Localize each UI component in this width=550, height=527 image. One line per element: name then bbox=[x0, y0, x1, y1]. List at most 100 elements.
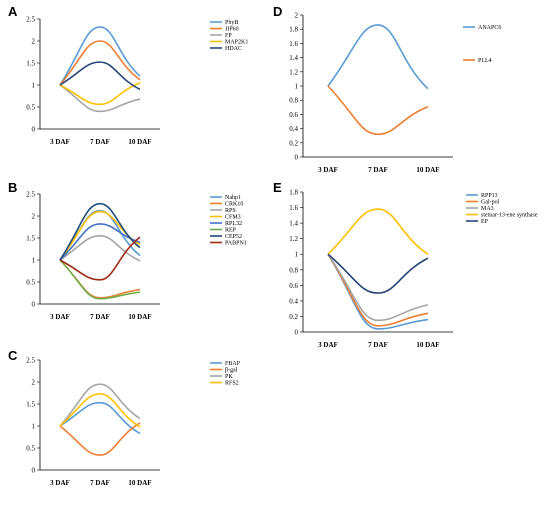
panel-B-legend-label-4: RPL32 bbox=[225, 221, 242, 227]
panel-A-y-tick-label: 2.5 bbox=[26, 16, 35, 24]
panel-D-y-tick-label: 0 bbox=[295, 154, 299, 162]
panel-C-y-tick-label: 2.5 bbox=[26, 357, 35, 365]
panel-A-y-tick-label: 2 bbox=[32, 38, 36, 46]
panel-A-series-line-4 bbox=[59, 61, 141, 91]
panel-D-y-tick-label: 1.6 bbox=[289, 40, 298, 48]
panel-C-letter: C bbox=[8, 348, 18, 363]
panel-B-legend-label-2: RPS bbox=[225, 208, 236, 214]
panel-E-y-tick-label: 1.6 bbox=[289, 204, 298, 212]
panel-E-legend-label-2: MA3 bbox=[481, 206, 494, 212]
panel-B-legend-label-6: CEP52 bbox=[225, 234, 242, 240]
panel-E-letter: E bbox=[273, 180, 282, 195]
panel-B-y-tick-label: 0 bbox=[32, 301, 36, 309]
panel-B: B00.511.522.53 DAF 7 DAF 10 DAFNahp1CRK10R… bbox=[8, 180, 247, 321]
panel-B-y-tick-label: 2.5 bbox=[26, 191, 35, 199]
panel-E-y-tick-label: 1 bbox=[295, 251, 299, 259]
panel-C-series-line-0 bbox=[59, 401, 141, 435]
panel-B-y-tick-label: 1.5 bbox=[26, 235, 35, 243]
panel-D-x-tick-label: 7 DAF bbox=[368, 166, 388, 174]
panel-D-y-tick-label: 0.8 bbox=[289, 97, 298, 105]
panel-E-legend-label-3: stemar-13-ene synthase bbox=[481, 213, 538, 219]
panel-E-legend-label-1: Gal-pol bbox=[481, 200, 500, 206]
panel-C-legend-label-1: β-gal bbox=[225, 368, 238, 374]
panel-A-y-tick-label: 0.5 bbox=[26, 104, 35, 112]
panel-B-letter: B bbox=[8, 180, 17, 195]
panel-A-y-tick-label: 1 bbox=[32, 82, 36, 90]
panel-D-y-tick-label: 2 bbox=[295, 12, 299, 20]
panel-A-letter: A bbox=[8, 4, 18, 19]
panel-C-y-tick-label: 0.5 bbox=[26, 445, 35, 453]
panel-D-series-line-0 bbox=[327, 24, 429, 90]
panel-D-letter: D bbox=[273, 4, 282, 19]
panel-E-y-tick-label: 0.8 bbox=[289, 266, 298, 274]
panel-B-series-line-6 bbox=[59, 202, 141, 261]
panel-D-series-line-1 bbox=[327, 85, 429, 136]
panel-B-legend-label-5: REP bbox=[225, 228, 237, 234]
panel-C-x-tick-label: 3 DAF bbox=[50, 479, 70, 487]
panel-B-y-tick-label: 0.5 bbox=[26, 279, 35, 287]
panel-C: C 0 0.5 1 1.5 2 2.5 3 DAF 7 DAF 10 DAF FBAPβ-galPK… bbox=[8, 348, 241, 487]
panel-C-series-line-3 bbox=[59, 393, 141, 428]
panel-A-legend-label-0: PhyB bbox=[225, 20, 238, 26]
panel-A-y-tick-label: 0 bbox=[32, 126, 36, 134]
panel-D-y-tick-label: 1.4 bbox=[289, 54, 298, 62]
panel-A-x-tick-label: 7 DAF bbox=[90, 138, 110, 146]
panel-C-y-tick-label: 1.5 bbox=[26, 401, 35, 409]
panel-E-y-tick-label: 1.4 bbox=[289, 220, 298, 228]
panel-E-y-tick-label: 0.4 bbox=[289, 297, 298, 305]
panel-E-x-tick-label: 7 DAF bbox=[368, 341, 388, 349]
panel-E-y-tick-label: 0.6 bbox=[289, 282, 298, 290]
panel-E-series-line-2 bbox=[327, 253, 429, 322]
panel-A-legend-label-1: JIP60 bbox=[225, 27, 239, 33]
panel-C-legend-label-2: PK bbox=[225, 374, 233, 380]
panel-E-y-tick-label: 1.8 bbox=[289, 189, 298, 197]
panel-E-y-tick-label: 0 bbox=[295, 329, 299, 337]
panel-B-y-tick-label: 1 bbox=[32, 257, 36, 265]
panel-A-series-line-3 bbox=[59, 82, 141, 106]
panel-A-x-tick-label: 3 DAF bbox=[50, 138, 70, 146]
panel-D-y-tick-label: 0.2 bbox=[289, 139, 298, 147]
panel-D-x-tick-label: 10 DAF bbox=[416, 166, 439, 174]
panel-E-x-tick-label: 3 DAF bbox=[318, 341, 338, 349]
panel-D-y-tick-label: 1.8 bbox=[289, 26, 298, 34]
panel-C-x-tick-label: 10 DAF bbox=[128, 479, 151, 487]
panel-D-y-tick-label: 0.4 bbox=[289, 125, 298, 133]
panel-B-series-line-5 bbox=[59, 259, 141, 300]
panel-E-y-tick-label: 1.2 bbox=[289, 235, 298, 243]
panel-C-legend-label-3: RFS2 bbox=[225, 381, 239, 387]
panel-A-x-tick-label: 10 DAF bbox=[128, 138, 151, 146]
panel-B-series-line-2 bbox=[59, 234, 141, 262]
panel-C-y-tick-label: 0 bbox=[32, 467, 36, 475]
panel-E-series-line-1 bbox=[327, 253, 429, 327]
panel-C-series-line-2 bbox=[59, 383, 141, 427]
panel-D-y-tick-label: 1 bbox=[295, 83, 299, 91]
panel-E-legend-label-4: EP bbox=[481, 219, 489, 225]
panel-C-series-line-1 bbox=[59, 422, 141, 456]
panel-D-x-tick-label: 3 DAF bbox=[318, 166, 338, 174]
panel-B-series-line-1 bbox=[59, 259, 141, 299]
panel-B-legend-label-3: CFM3 bbox=[225, 215, 241, 221]
panel-E-x-tick-label: 10 DAF bbox=[416, 341, 439, 349]
panel-B-series-line-4 bbox=[59, 223, 141, 261]
panel-A-legend-label-2: FP bbox=[225, 33, 232, 39]
panel-D-legend-label-1: PLL4 bbox=[478, 58, 492, 64]
panel-A: A 0 0.5 1 1.5 2 2.5 3 DAF 7 DAF 10 DAF PhyBJIP60FP… bbox=[8, 4, 248, 146]
panel-E-series-line-4 bbox=[327, 253, 429, 294]
panel-B-y-tick-label: 2 bbox=[32, 213, 36, 221]
panel-A-series-line-2 bbox=[59, 84, 141, 113]
panel-E-series-line-3 bbox=[327, 208, 429, 255]
panel-D: D 0 0.2 0.4 0.6 0.8 1 1.2 1.4 1.6 1.8 2 3 DAF 7 DAF 10… bbox=[273, 4, 501, 174]
panel-E-legend-label-0: RPP13 bbox=[481, 193, 498, 199]
panel-D-y-tick-label: 1.2 bbox=[289, 68, 298, 76]
panel-D-y-tick-label: 0.6 bbox=[289, 111, 298, 119]
panel-C-legend-label-0: FBAP bbox=[225, 361, 241, 367]
panel-C-x-tick-label: 7 DAF bbox=[90, 479, 110, 487]
panel-E: E 0 0.2 0.4 0.6 0.8 1 1.2 1.4 1.6 1.8 3 DAF 7 DAF 10 … bbox=[273, 180, 538, 349]
panel-B-x-tick-label: 7 DAF bbox=[90, 313, 110, 321]
panel-A-legend-label-3: MAP2K1 bbox=[225, 40, 248, 46]
panel-D-legend-label-0: ANAPC6 bbox=[478, 25, 501, 31]
panel-B-x-tick-label: 3 DAF bbox=[50, 313, 70, 321]
panel-A-series-line-0 bbox=[59, 26, 141, 86]
panel-A-y-tick-label: 1.5 bbox=[26, 60, 35, 68]
